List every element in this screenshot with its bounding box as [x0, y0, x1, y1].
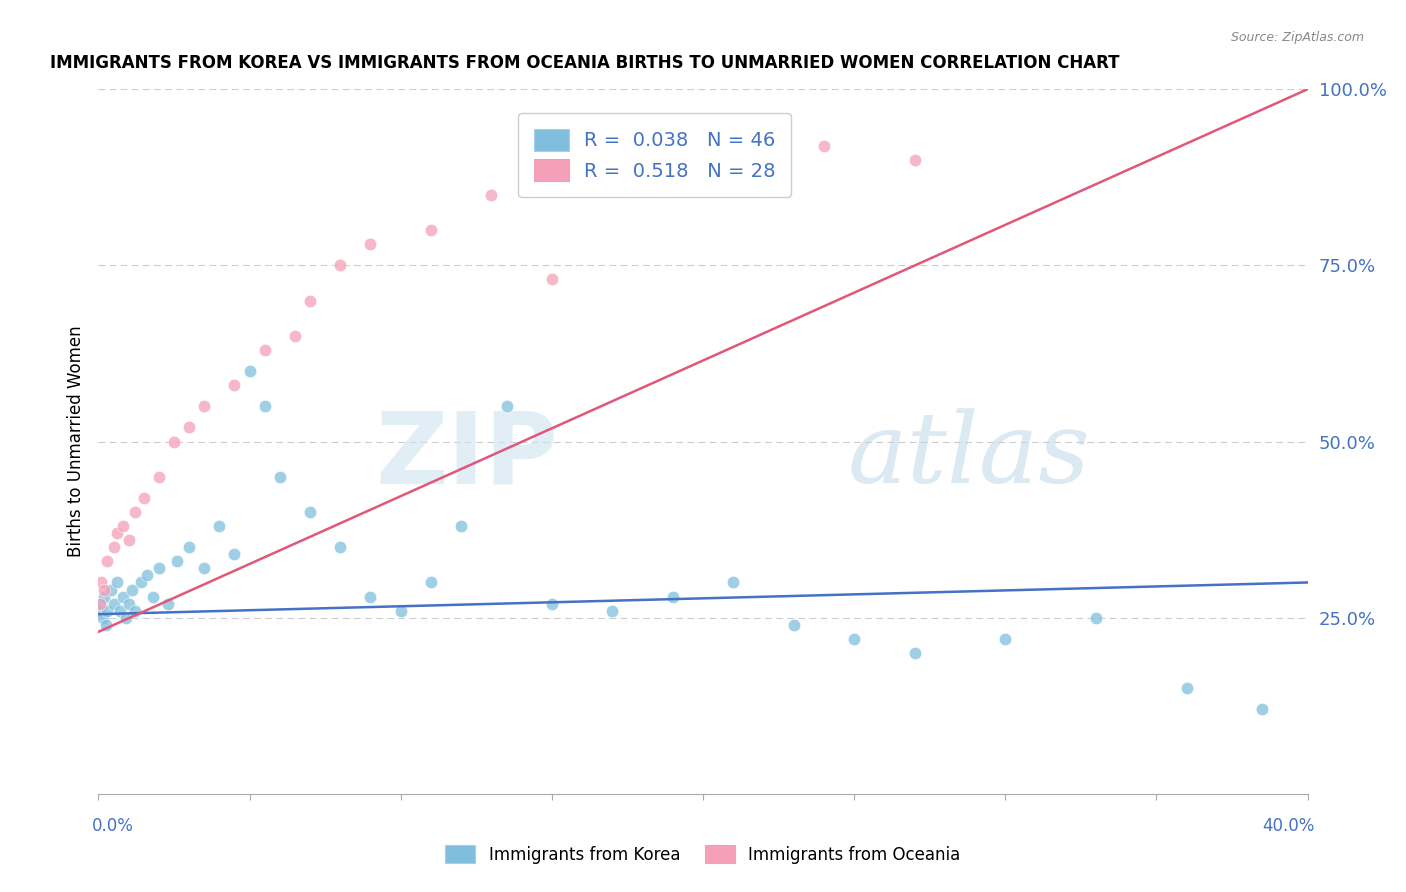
- Point: [179, 420, 201, 434]
- Point: [253, 399, 276, 413]
- Point: [602, 153, 624, 167]
- Point: [253, 343, 276, 357]
- Point: [737, 117, 759, 131]
- Legend: Immigrants from Korea, Immigrants from Oceania: Immigrants from Korea, Immigrants from O…: [439, 838, 967, 871]
- Point: [540, 597, 562, 611]
- Point: [481, 187, 503, 202]
- Point: [105, 526, 128, 541]
- Point: [118, 597, 141, 611]
- Point: [179, 540, 201, 554]
- Point: [94, 617, 117, 632]
- Point: [108, 604, 131, 618]
- Point: [269, 469, 291, 483]
- Point: [904, 646, 927, 660]
- Point: [813, 138, 835, 153]
- Point: [329, 540, 352, 554]
- Point: [96, 604, 118, 618]
- Point: [1175, 681, 1198, 696]
- Point: [111, 590, 134, 604]
- Point: [89, 597, 111, 611]
- Point: [540, 272, 562, 286]
- Point: [124, 604, 146, 618]
- Text: 0.0%: 0.0%: [91, 817, 134, 835]
- Y-axis label: Births to Unmarried Women: Births to Unmarried Women: [66, 326, 84, 558]
- Text: IMMIGRANTS FROM KOREA VS IMMIGRANTS FROM OCEANIA BIRTHS TO UNMARRIED WOMEN CORRE: IMMIGRANTS FROM KOREA VS IMMIGRANTS FROM…: [51, 54, 1119, 72]
- Point: [93, 582, 115, 597]
- Point: [148, 469, 170, 483]
- Point: [783, 617, 806, 632]
- Point: [91, 610, 114, 624]
- Point: [132, 491, 155, 505]
- Point: [193, 399, 215, 413]
- Point: [661, 138, 683, 153]
- Point: [1085, 610, 1108, 624]
- Point: [193, 561, 215, 575]
- Point: [299, 293, 322, 308]
- Point: [602, 604, 624, 618]
- Point: [299, 505, 322, 519]
- Point: [360, 237, 382, 252]
- Point: [111, 519, 134, 533]
- Point: [284, 328, 307, 343]
- Point: [163, 434, 186, 449]
- Text: ZIP: ZIP: [375, 407, 558, 504]
- Point: [103, 540, 125, 554]
- Point: [100, 582, 122, 597]
- Point: [142, 590, 165, 604]
- Point: [329, 258, 352, 272]
- Point: [124, 505, 146, 519]
- Point: [495, 399, 517, 413]
- Point: [360, 590, 382, 604]
- Point: [723, 575, 745, 590]
- Text: Source: ZipAtlas.com: Source: ZipAtlas.com: [1230, 31, 1364, 45]
- Point: [96, 554, 118, 568]
- Point: [148, 561, 170, 575]
- Point: [420, 575, 443, 590]
- Point: [129, 575, 152, 590]
- Point: [166, 554, 188, 568]
- Point: [661, 590, 683, 604]
- Point: [89, 604, 111, 618]
- Point: [994, 632, 1017, 646]
- Point: [844, 632, 866, 646]
- Point: [114, 610, 136, 624]
- Point: [90, 597, 112, 611]
- Point: [389, 604, 412, 618]
- Point: [450, 519, 472, 533]
- Point: [135, 568, 157, 582]
- Point: [90, 575, 112, 590]
- Point: [1251, 702, 1274, 716]
- Point: [93, 590, 115, 604]
- Point: [118, 533, 141, 548]
- Point: [105, 575, 128, 590]
- Text: atlas: atlas: [848, 408, 1091, 503]
- Point: [239, 364, 262, 378]
- Point: [224, 547, 246, 561]
- Point: [103, 597, 125, 611]
- Text: 40.0%: 40.0%: [1263, 817, 1315, 835]
- Point: [904, 153, 927, 167]
- Point: [224, 378, 246, 392]
- Point: [156, 597, 179, 611]
- Point: [121, 582, 143, 597]
- Point: [420, 223, 443, 237]
- Legend: R =  0.038   N = 46, R =  0.518   N = 28: R = 0.038 N = 46, R = 0.518 N = 28: [517, 113, 792, 197]
- Point: [208, 519, 231, 533]
